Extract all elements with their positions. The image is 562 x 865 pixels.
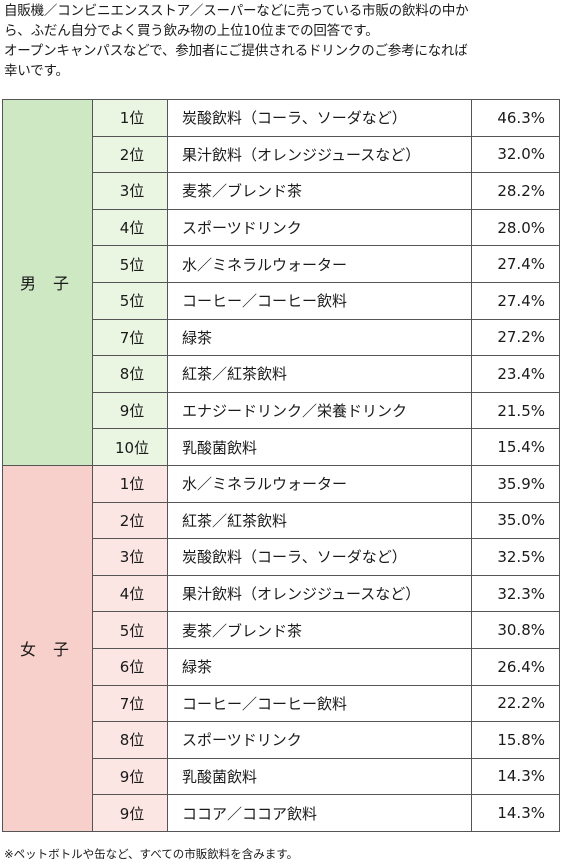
table-row: 4位 果汁飲料（オレンジジュースなど） 32.3% <box>3 574 560 613</box>
footnote: ※ペットボトルや缶など、すべての市販飲料を含みます。 <box>4 847 299 861</box>
group-label-male: 男 子 <box>2 99 93 466</box>
drink-cell: エナジードリンク／栄養ドリンク <box>167 391 472 430</box>
percent-cell: 14.3% <box>471 794 560 832</box>
percent-cell: 32.0% <box>471 135 560 174</box>
percent-cell: 15.4% <box>471 428 560 466</box>
rank-cell: 2位 <box>92 501 168 540</box>
rank-cell: 4位 <box>92 208 168 247</box>
rank-cell: 7位 <box>92 684 168 723</box>
rank-cell: 7位 <box>92 318 168 357</box>
percent-cell: 26.4% <box>471 647 560 686</box>
drink-cell: 紅茶／紅茶飲料 <box>167 501 472 540</box>
drink-cell: 水／ミネラルウォーター <box>167 464 472 503</box>
drink-cell: 麦茶／ブレンド茶 <box>167 172 472 210</box>
group-label-female: 女 子 <box>2 464 93 832</box>
rank-cell: 3位 <box>92 538 168 576</box>
table-row: 9位 エナジードリンク／栄養ドリンク 21.5% <box>3 391 560 430</box>
percent-cell: 15.8% <box>471 721 560 759</box>
table-row: 2位 紅茶／紅茶飲料 35.0% <box>3 501 560 540</box>
table-row: 4位 スポーツドリンク 28.0% <box>3 208 560 247</box>
drink-ranking-table: 男 子 1位 炭酸飲料（コーラ、ソーダなど） 46.3% 2位 果汁飲料（オレン… <box>2 99 560 832</box>
percent-cell: 22.2% <box>471 684 560 723</box>
drink-cell: 緑茶 <box>167 647 472 686</box>
drink-cell: スポーツドリンク <box>167 721 472 759</box>
rank-cell: 9位 <box>92 794 168 832</box>
rank-cell: 8位 <box>92 355 168 393</box>
percent-cell: 27.2% <box>471 318 560 357</box>
drink-cell: コーヒー／コーヒー飲料 <box>167 684 472 723</box>
table-row: 9位 乳酸菌飲料 14.3% <box>3 757 560 796</box>
table-row: 3位 麦茶／ブレンド茶 28.2% <box>3 172 560 210</box>
rank-cell: 1位 <box>92 464 168 503</box>
percent-cell: 30.8% <box>471 611 560 649</box>
percent-cell: 27.4% <box>471 281 560 320</box>
drink-cell: 乳酸菌飲料 <box>167 757 472 796</box>
drink-cell: 麦茶／ブレンド茶 <box>167 611 472 649</box>
table-row: 7位 コーヒー／コーヒー飲料 22.2% <box>3 684 560 723</box>
drink-cell: ココア／ココア飲料 <box>167 794 472 832</box>
intro-line: 自販機／コンビニエンスストア／スーパーなどに売っている市販の飲料の中か <box>4 3 469 19</box>
percent-cell: 21.5% <box>471 391 560 430</box>
drink-cell: 炭酸飲料（コーラ、ソーダなど） <box>167 538 472 576</box>
table-row: 9位 ココア／ココア飲料 14.3% <box>3 794 560 832</box>
drink-cell: コーヒー／コーヒー飲料 <box>167 281 472 320</box>
percent-cell: 27.4% <box>471 245 560 283</box>
intro-line: 幸いです。 <box>4 63 69 79</box>
table-row: 6位 緑茶 26.4% <box>3 647 560 686</box>
drink-cell: 乳酸菌飲料 <box>167 428 472 466</box>
rank-cell: 10位 <box>92 428 168 466</box>
drink-cell: 炭酸飲料（コーラ、ソーダなど） <box>167 99 472 137</box>
table-row: 2位 果汁飲料（オレンジジュースなど） 32.0% <box>3 135 560 174</box>
rank-cell: 5位 <box>92 611 168 649</box>
drink-cell: 果汁飲料（オレンジジュースなど） <box>167 574 472 613</box>
table-row: 女 子 1位 水／ミネラルウォーター 35.9% <box>2 464 560 832</box>
rank-cell: 1位 <box>92 99 168 137</box>
drink-cell: スポーツドリンク <box>167 208 472 247</box>
percent-cell: 28.0% <box>471 208 560 247</box>
percent-cell: 32.3% <box>471 574 560 613</box>
rank-cell: 9位 <box>92 757 168 796</box>
drink-cell: 緑茶 <box>167 318 472 357</box>
table-row: 3位 炭酸飲料（コーラ、ソーダなど） 32.5% <box>3 538 560 576</box>
percent-cell: 46.3% <box>471 99 560 137</box>
drink-cell: 水／ミネラルウォーター <box>167 245 472 283</box>
rank-cell: 3位 <box>92 172 168 210</box>
drink-cell: 紅茶／紅茶飲料 <box>167 355 472 393</box>
percent-cell: 28.2% <box>471 172 560 210</box>
drink-cell: 果汁飲料（オレンジジュースなど） <box>167 135 472 174</box>
percent-cell: 35.0% <box>471 501 560 540</box>
rank-cell: 9位 <box>92 391 168 430</box>
rank-cell: 5位 <box>92 281 168 320</box>
intro-line: ら、ふだん自分でよく買う飲み物の上位10位までの回答です。 <box>4 23 379 39</box>
table-row: 7位 緑茶 27.2% <box>3 318 560 357</box>
rank-cell: 4位 <box>92 574 168 613</box>
table-row: 男 子 1位 炭酸飲料（コーラ、ソーダなど） 46.3% <box>2 99 560 466</box>
rank-cell: 8位 <box>92 721 168 759</box>
table-row: 8位 紅茶／紅茶飲料 23.4% <box>3 355 560 393</box>
intro-text: 自販機／コンビニエンスストア／スーパーなどに売っている市販の飲料の中か ら、ふだ… <box>4 1 560 81</box>
intro-line: オープンキャンパスなどで、参加者にご提供されるドリンクのご参考になれば <box>4 43 468 59</box>
percent-cell: 14.3% <box>471 757 560 796</box>
table-row: 8位 スポーツドリンク 15.8% <box>3 721 560 759</box>
percent-cell: 23.4% <box>471 355 560 393</box>
percent-cell: 35.9% <box>471 464 560 503</box>
table-row: 5位 麦茶／ブレンド茶 30.8% <box>3 611 560 649</box>
percent-cell: 32.5% <box>471 538 560 576</box>
table-row: 5位 コーヒー／コーヒー飲料 27.4% <box>3 281 560 320</box>
table-row: 5位 水／ミネラルウォーター 27.4% <box>3 245 560 283</box>
rank-cell: 2位 <box>92 135 168 174</box>
rank-cell: 6位 <box>92 647 168 686</box>
rank-cell: 5位 <box>92 245 168 283</box>
